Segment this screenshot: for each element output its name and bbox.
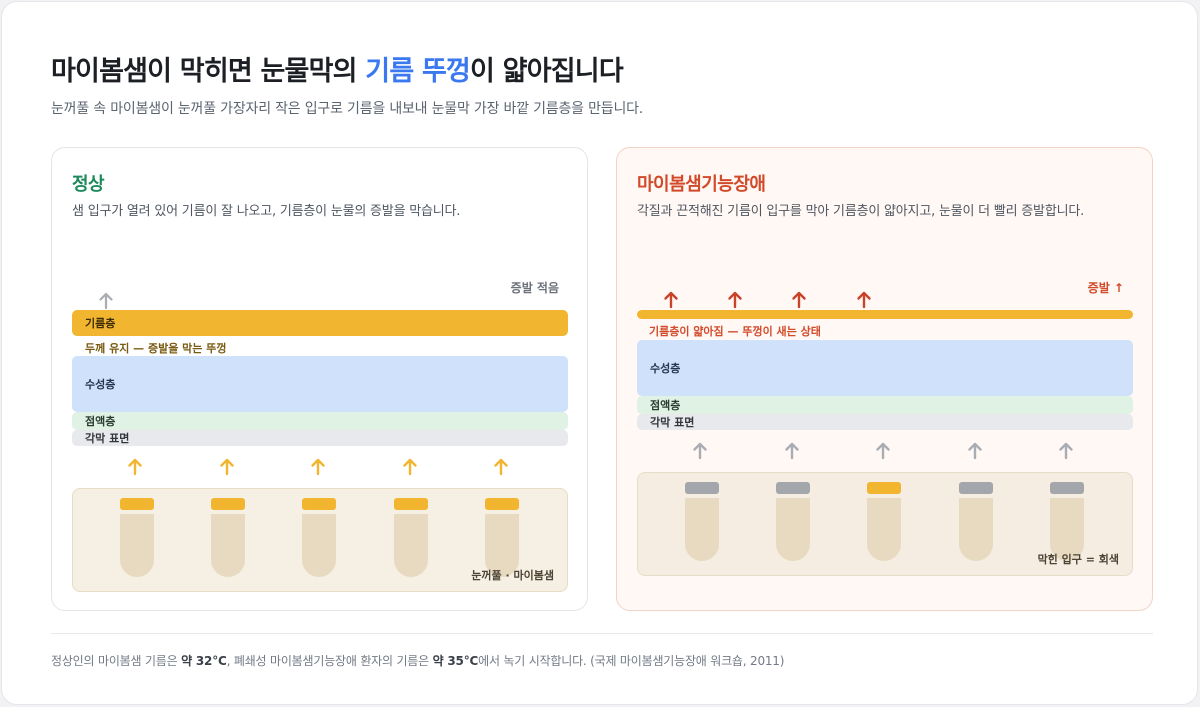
normal-cornea-surface: 각막 표면: [72, 430, 568, 446]
normal-oil-flow-arrow-icon: [311, 458, 325, 476]
mgd-thin-lipid-layer: [637, 310, 1133, 319]
mgd-evaporation-label: 증발 ↑: [1087, 281, 1124, 295]
mgd-oil-flow-arrow-icon: [876, 442, 890, 460]
mgd-mucin-layer: 점액층: [637, 396, 1133, 414]
normal-meibomian-gland: [120, 514, 154, 577]
mgd-panel-description: 각질과 끈적해진 기름이 입구를 막아 기름층이 얇아지고, 눈물이 더 빨리 …: [637, 204, 1085, 219]
mgd-eyelid: 막힌 입구 = 회색: [637, 472, 1133, 576]
normal-gland-opening-open: [485, 498, 519, 510]
normal-meibomian-gland: [211, 514, 245, 577]
page-subtitle: 눈꺼풀 속 마이봄샘이 눈꺼풀 가장자리 작은 입구로 기름을 내보내 눈물막 …: [51, 101, 644, 117]
normal-panel-title: 정상: [72, 174, 105, 195]
mgd-meibomian-gland: [959, 498, 993, 561]
mgd-oil-flow-arrow-icon: [785, 442, 799, 460]
normal-gland-opening-open: [394, 498, 428, 510]
mgd-eyelid-label: 막힌 입구 = 회색: [1037, 553, 1119, 566]
title-prefix: 마이봄샘이 막히면 눈물막의: [51, 56, 366, 87]
mgd-gland-opening-blocked: [1050, 482, 1084, 494]
normal-meibomian-gland: [394, 514, 428, 577]
normal-meibomian-gland: [302, 514, 336, 577]
footnote-text-3: 에서 녹기 시작합니다. (국제 마이봄샘기능장애 워크숍, 2011): [478, 654, 785, 668]
footnote-text-1: 정상인의 마이봄샘 기름은: [51, 654, 182, 668]
normal-meibomian-gland: [485, 514, 519, 577]
normal-oil-flow-arrow-icon: [128, 458, 142, 476]
mgd-gland-opening-blocked: [959, 482, 993, 494]
title-accent: 기름 뚜껑: [365, 56, 471, 87]
mgd-meibomian-gland: [867, 498, 901, 561]
normal-eyelid-label: 눈꺼풀 · 마이봄샘: [471, 569, 554, 582]
normal-lipid-layer: 기름층: [72, 310, 568, 336]
normal-gland-opening-open: [302, 498, 336, 510]
mgd-oil-flow-arrow-icon: [693, 442, 707, 460]
footnote: 정상인의 마이봄샘 기름은 약 32°C, 폐쇄성 마이봄샘기능장애 환자의 기…: [51, 652, 784, 669]
mgd-evaporation-arrow-icon: [857, 291, 871, 309]
normal-oil-flow-arrow-icon: [403, 458, 417, 476]
normal-oil-flow-arrow-icon: [220, 458, 234, 476]
normal-eyelid: 눈꺼풀 · 마이봄샘: [72, 488, 568, 592]
mgd-cornea-surface: 각막 표면: [637, 414, 1133, 430]
normal-gland-opening-open: [120, 498, 154, 510]
mgd-panel: 마이봄샘기능장애 각질과 끈적해진 기름이 입구를 막아 기름층이 얇아지고, …: [616, 147, 1153, 611]
footnote-text-2: , 폐쇄성 마이봄샘기능장애 환자의 기름은: [226, 654, 433, 668]
mgd-evaporation-arrow-icon: [728, 291, 742, 309]
footnote-temp-normal: 약 32°C: [181, 654, 227, 668]
footnote-temp-mgd: 약 35°C: [432, 654, 479, 668]
mgd-panel-title: 마이봄샘기능장애: [637, 174, 766, 195]
normal-oil-flow-arrow-icon: [494, 458, 508, 476]
title-suffix: 이 얇아집니다: [470, 56, 624, 87]
mgd-oil-flow-arrow-icon: [1059, 442, 1073, 460]
mgd-meibomian-gland: [776, 498, 810, 561]
footer-divider: [51, 633, 1153, 634]
normal-lipid-note: 두께 유지 — 증발을 막는 뚜껑: [85, 342, 227, 355]
mgd-oil-flow-arrow-icon: [968, 442, 982, 460]
evaporation-arrow-icon: [99, 292, 113, 310]
page-title: 마이봄샘이 막히면 눈물막의 기름 뚜껑이 얇아집니다: [51, 49, 624, 88]
normal-mucin-layer: 점액층: [72, 412, 568, 430]
mgd-gland-opening-blocked: [776, 482, 810, 494]
normal-gland-opening-open: [211, 498, 245, 510]
mgd-aqueous-layer: 수성층: [637, 340, 1133, 396]
mgd-gland-opening-open: [867, 482, 901, 494]
mgd-gland-opening-blocked: [685, 482, 719, 494]
normal-panel-description: 샘 입구가 열려 있어 기름이 잘 나오고, 기름층이 눈물의 증발을 막습니다…: [72, 204, 461, 219]
normal-panel: 정상 샘 입구가 열려 있어 기름이 잘 나오고, 기름층이 눈물의 증발을 막…: [51, 147, 588, 611]
mgd-evaporation-arrow-icon: [792, 291, 806, 309]
normal-evaporation-label: 증발 적음: [510, 281, 559, 295]
normal-aqueous-layer: 수성층: [72, 356, 568, 412]
mgd-evaporation-arrow-icon: [664, 291, 678, 309]
mgd-meibomian-gland: [1050, 498, 1084, 561]
mgd-meibomian-gland: [685, 498, 719, 561]
mgd-lipid-note: 기름층이 얇아짐 — 뚜껑이 새는 상태: [649, 325, 821, 338]
